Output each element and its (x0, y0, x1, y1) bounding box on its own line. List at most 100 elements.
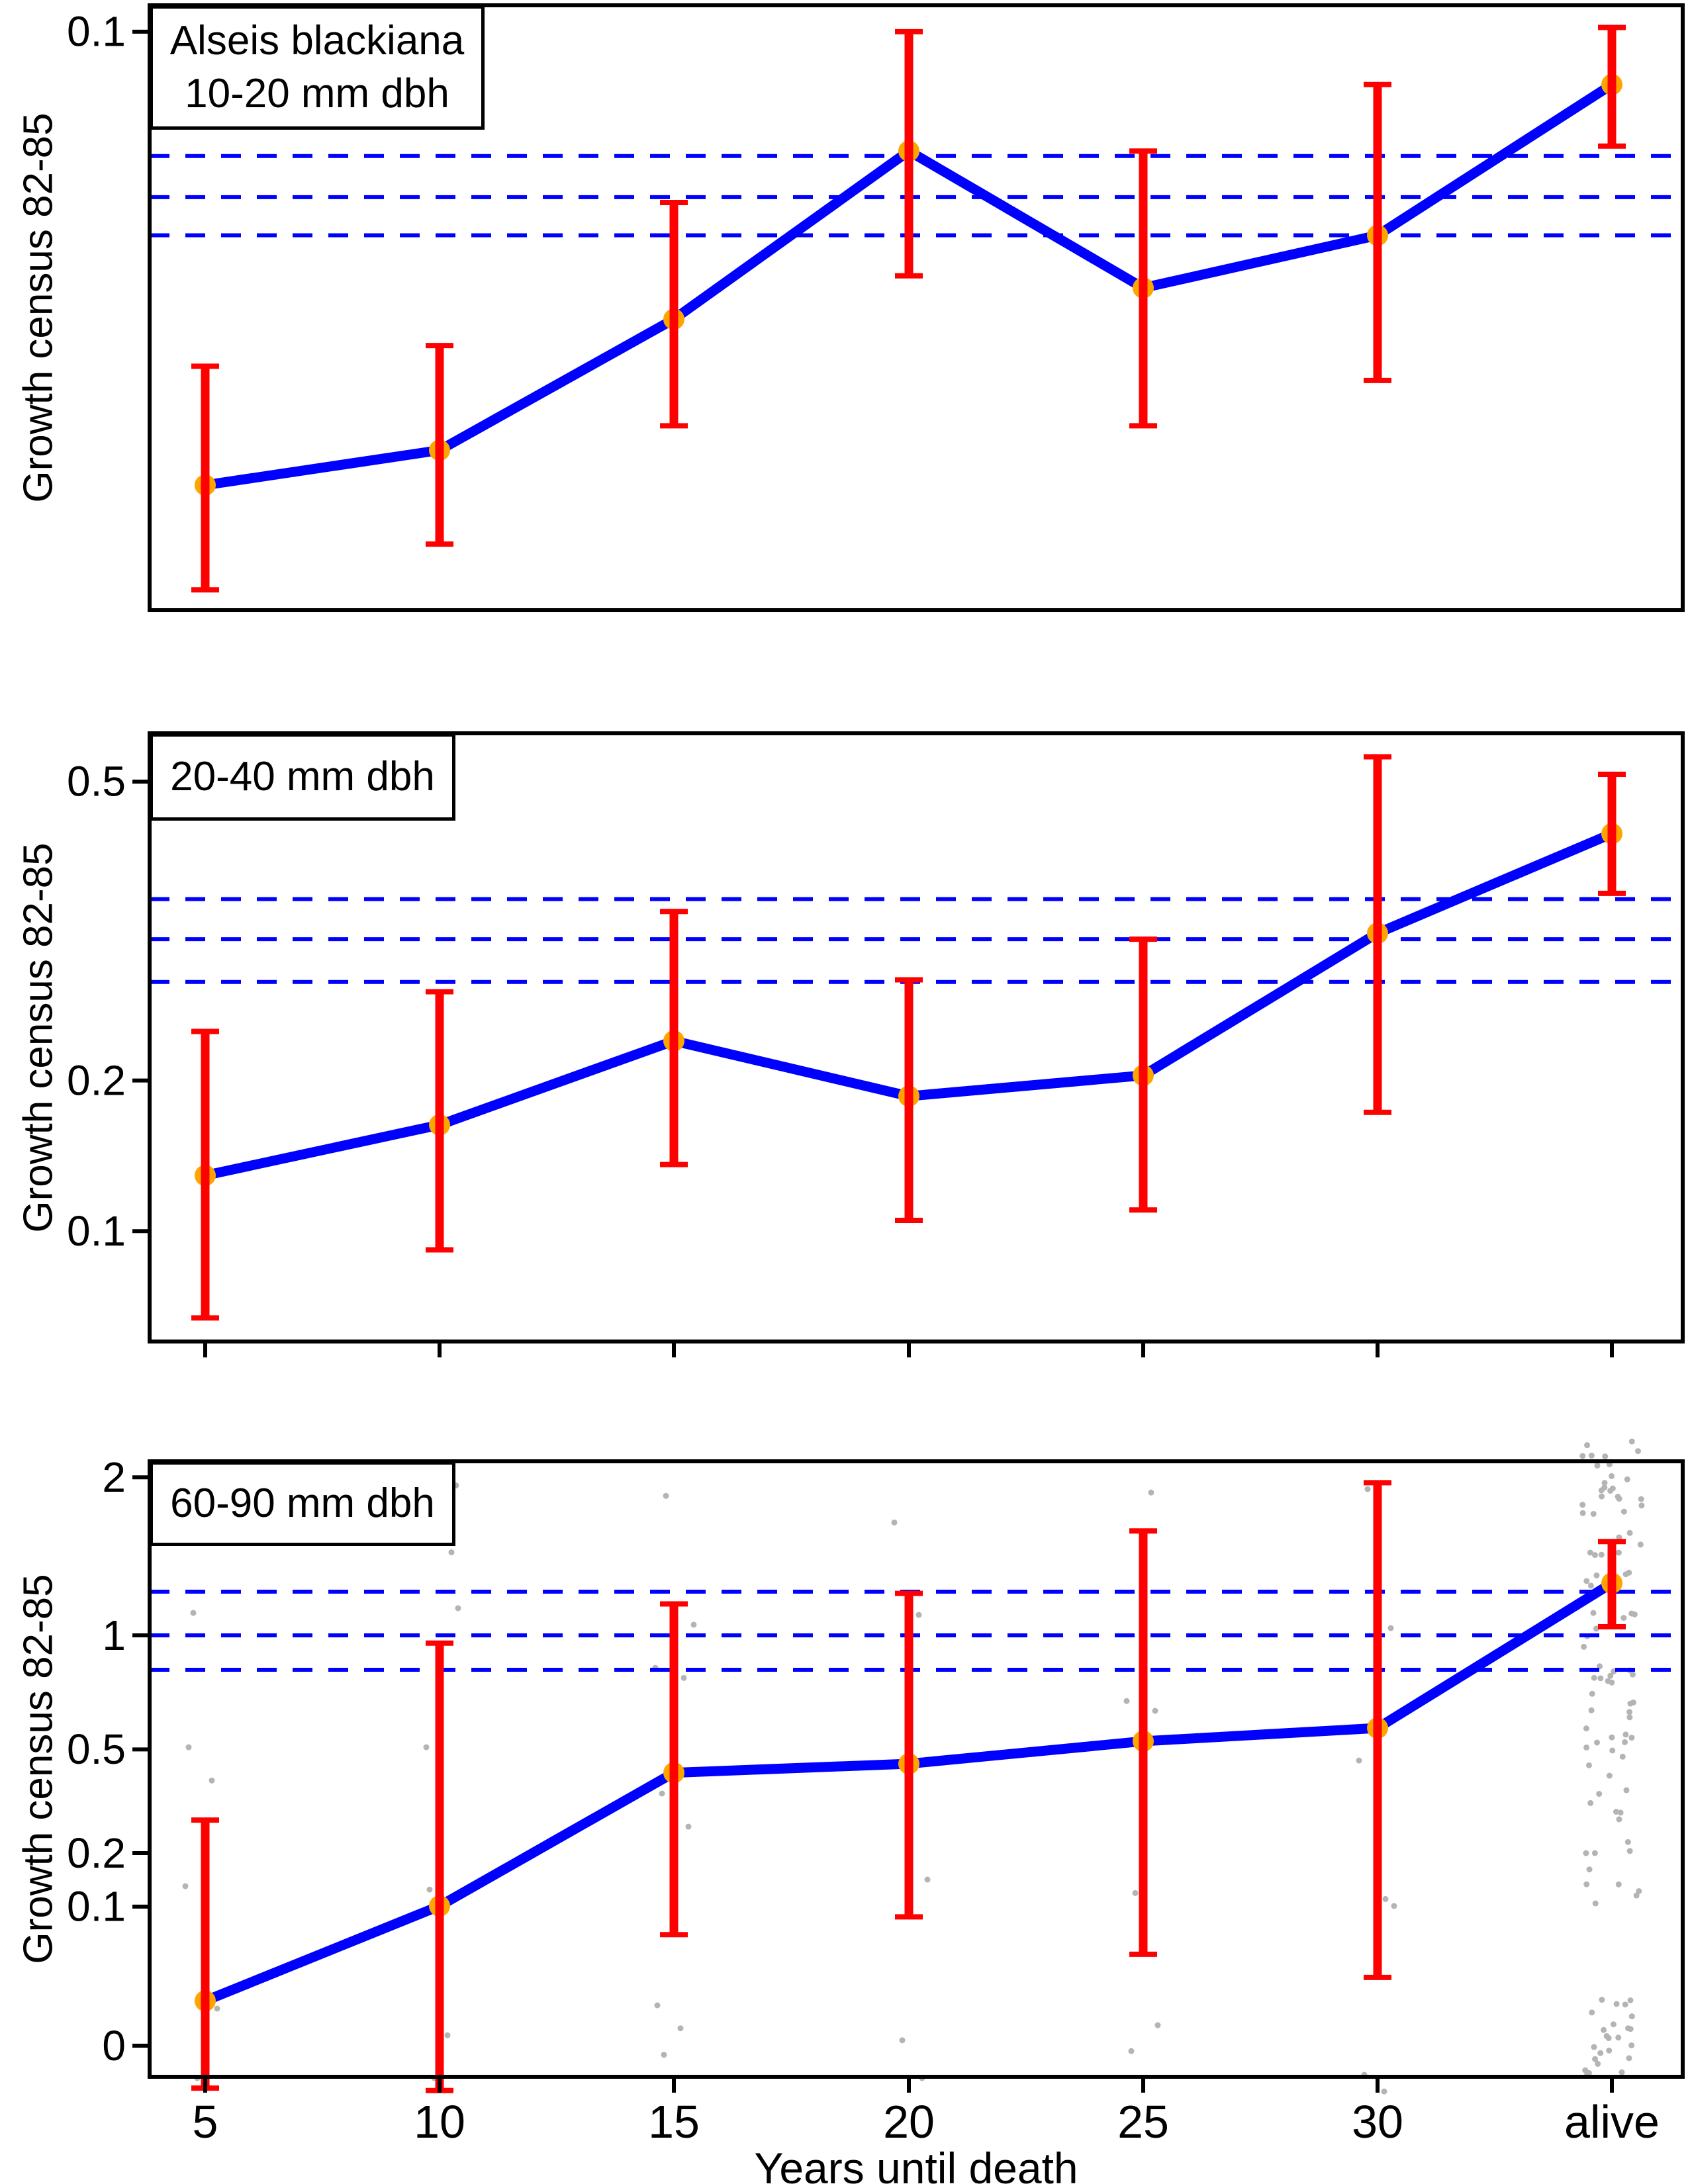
scatter-dot (1615, 2034, 1622, 2041)
scatter-dot (1619, 1753, 1626, 1760)
scatter-dot (1586, 1866, 1593, 1873)
scatter-dot (1628, 1735, 1635, 1741)
scatter-dot (1595, 2060, 1601, 2067)
scatter-dot (659, 1790, 665, 1797)
scatter-dot (1123, 1698, 1130, 1704)
scatter-dot (1597, 1675, 1604, 1682)
scatter-dot (1609, 1734, 1615, 1741)
scatter-dot (1132, 1889, 1139, 1896)
scatter-dot (1607, 1672, 1614, 1679)
plot-panel-2 (148, 731, 1685, 1343)
scatter-dot (1631, 1611, 1638, 1617)
scatter-dot (1634, 1448, 1641, 1455)
y-tick-label: 2 (102, 1453, 126, 1501)
scatter-dot (1381, 2088, 1387, 2095)
scatter-dot (1620, 1615, 1627, 1621)
scatter-dot (1628, 1438, 1635, 1445)
scatter-dot (1615, 1549, 1622, 1556)
scatter-dot (1626, 2055, 1632, 2062)
y-tick-label: 0.5 (67, 1725, 126, 1773)
scatter-dot (1585, 2070, 1592, 2076)
scatter-dot (1610, 2021, 1617, 2028)
plot-panel-1 (148, 3, 1685, 612)
scatter-dot (1624, 1839, 1631, 1845)
scatter-dot (1594, 1462, 1601, 1469)
scatter-dot (891, 1519, 898, 1525)
scatter-dot (1148, 1489, 1154, 1496)
legend-panel-1: Alseis blackiana 10-20 mm dbh (150, 5, 485, 130)
scatter-dot (1588, 1707, 1595, 1713)
scatter-dot (1591, 1674, 1597, 1681)
scatter-dot (1356, 1757, 1362, 1764)
scatter-dot (1598, 1551, 1605, 1558)
scatter-dot (661, 2052, 667, 2058)
scatter-dot (1613, 1809, 1619, 1815)
scatter-dot (1607, 1488, 1614, 1494)
y-tick-label: 0.2 (67, 1829, 126, 1877)
scatter-dot (1594, 1739, 1601, 1746)
scatter-dot (690, 1621, 697, 1628)
scatter-dot (1626, 1709, 1633, 1715)
scatter-dot (1589, 2009, 1595, 2016)
scatter-dot (190, 1610, 197, 1616)
legend-panel-2: 20-40 mm dbh (150, 733, 455, 821)
scatter-dot (1599, 1493, 1605, 1500)
scatter-dot (1391, 1903, 1397, 1909)
y-tick-label: 1 (102, 1612, 126, 1659)
scatter-dot (455, 1605, 461, 1612)
scatter-dot (1583, 1744, 1590, 1751)
scatter-dot (1596, 1791, 1603, 1797)
x-tick-label: 20 (883, 2096, 935, 2148)
scatter-dot (1591, 2044, 1597, 2050)
scatter-dot (1602, 1453, 1609, 1460)
scatter-dot (1615, 1881, 1622, 1888)
y-tick-label: 0 (102, 2022, 126, 2070)
x-tick-label: 10 (414, 2096, 465, 2148)
scatter-dot (1579, 1510, 1586, 1516)
scatter-dot (899, 2037, 906, 2044)
scatter-dot (444, 2032, 451, 2038)
scatter-dot (1364, 1486, 1371, 1492)
scatter-dot (1609, 1473, 1615, 1479)
x-tick-label: alive (1564, 2096, 1660, 2148)
legend-size-class-label: 60-90 mm dbh (170, 1480, 435, 1526)
scatter-dot (1589, 1690, 1595, 1697)
scatter-dot (1601, 1480, 1608, 1486)
scatter-dot (1633, 1892, 1640, 1899)
x-tick-label: 5 (193, 2096, 218, 2148)
y-tick-label: 0.1 (67, 8, 126, 56)
y-tick-label: 0.1 (67, 1883, 126, 1931)
scatter-dot (1583, 1725, 1589, 1732)
scatter-dot (1638, 1496, 1644, 1502)
y-tick-label: 0.5 (67, 758, 126, 805)
scatter-dot (1579, 1502, 1586, 1508)
scatter-dot (1593, 1625, 1599, 1632)
scatter-dot (1627, 1700, 1634, 1707)
scatter-dot (680, 1674, 687, 1681)
scatter-dot (1637, 1541, 1644, 1548)
legend-size-class-label: 10-20 mm dbh (185, 71, 449, 116)
scatter-dot (1593, 1572, 1600, 1578)
scatter-dot (1606, 1772, 1613, 1779)
y-tick-label: 0.2 (67, 1056, 126, 1104)
scatter-dot (1609, 1747, 1616, 1754)
scatter-dot (1579, 1453, 1586, 1459)
legend-species-label: Alseis blackiana (169, 18, 465, 64)
scatter-dot (185, 1744, 192, 1751)
scatter-dot (1623, 1787, 1630, 1794)
scatter-dot (1626, 1848, 1633, 1854)
x-tick-label: 15 (648, 2096, 700, 2148)
scatter-dot (1616, 1816, 1622, 1823)
scatter-dot (1626, 1714, 1633, 1721)
scatter-dot (1627, 2026, 1634, 2032)
scatter-dot (1628, 2042, 1635, 2049)
scatter-dot (426, 1886, 433, 1893)
scatter-dot (423, 1744, 430, 1751)
scatter-dot (1584, 1442, 1591, 1449)
scatter-dot (1590, 1610, 1597, 1616)
scatter-dot (1636, 1888, 1642, 1895)
y-tick-label: 0.1 (67, 1207, 126, 1255)
scatter-dot (915, 1612, 922, 1618)
